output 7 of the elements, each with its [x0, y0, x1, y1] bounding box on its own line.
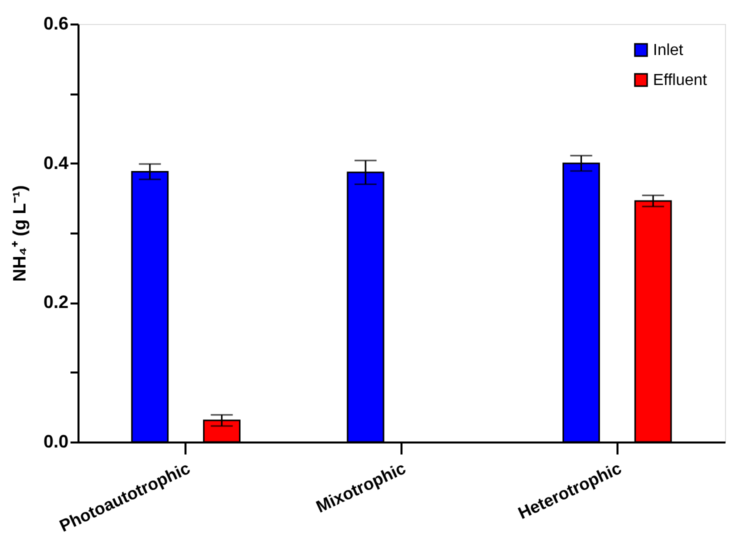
y-axis-title: NH₄⁺ (g L⁻¹): [9, 185, 30, 282]
y-tick-label: 0.6: [43, 14, 68, 34]
text: 0.0: [43, 432, 68, 452]
y-tick-label: 0.4: [43, 152, 68, 173]
y-tick-label: 0.2: [43, 292, 68, 312]
legend-label: Inlet: [653, 42, 684, 59]
legend-label: Effluent: [653, 72, 708, 89]
